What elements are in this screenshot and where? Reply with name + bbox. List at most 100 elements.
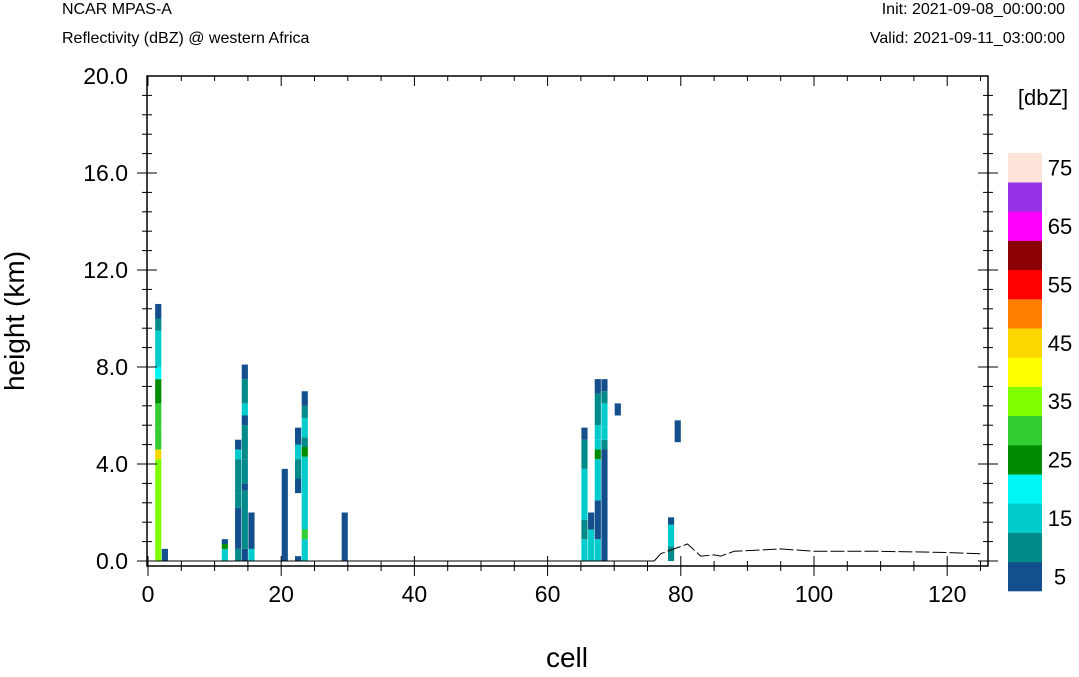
reflectivity-cells — [155, 303, 681, 562]
reflectivity-cell — [295, 459, 302, 479]
colorbar-unit: [dbZ] — [1018, 85, 1068, 110]
y-tick-label: 16.0 — [83, 160, 128, 186]
colorbar-swatch — [1008, 386, 1042, 417]
reflectivity-cell — [235, 548, 242, 562]
reflectivity-cell — [221, 544, 228, 549]
reflectivity-cell — [241, 379, 248, 404]
colorbar-swatch — [1008, 211, 1042, 241]
reflectivity-cell — [594, 379, 601, 394]
reflectivity-cell — [155, 318, 162, 331]
reflectivity-cell — [581, 539, 588, 561]
reflectivity-cell — [667, 524, 675, 547]
reflectivity-cell — [301, 529, 308, 540]
reflectivity-cell — [301, 539, 308, 561]
x-tick-label: 120 — [928, 581, 966, 607]
reflectivity-cell — [301, 447, 308, 457]
y-axis-ticks: 0.0 4.0 8.0 12.0 16.0 20.0 — [83, 63, 998, 574]
x-tick-label: 20 — [268, 581, 294, 607]
y-tick-label: 20.0 — [83, 63, 128, 89]
reflectivity-cell — [155, 427, 162, 450]
colorbar-swatch — [1008, 445, 1042, 475]
reflectivity-cell — [221, 539, 228, 545]
reflectivity-cell — [581, 427, 588, 440]
reflectivity-cell — [667, 517, 675, 525]
reflectivity-cell — [295, 478, 302, 494]
reflectivity-cell — [241, 403, 248, 416]
y-tick-label: 0.0 — [96, 548, 128, 574]
reflectivity-cell — [601, 379, 608, 392]
reflectivity-cell — [594, 539, 601, 561]
reflectivity-cell — [155, 367, 162, 380]
reflectivity-cell — [594, 439, 601, 450]
colorbar-label: 75 — [1048, 156, 1072, 181]
reflectivity-cell — [301, 417, 308, 438]
reflectivity-cell — [594, 459, 601, 501]
x-axis-label: cell — [546, 642, 588, 673]
reflectivity-cell — [155, 459, 162, 530]
colorbar-swatch — [1008, 503, 1042, 533]
colorbar-swatch — [1008, 328, 1042, 358]
reflectivity-cell — [594, 449, 601, 460]
reflectivity-cell — [614, 403, 621, 416]
reflectivity-cell — [241, 425, 248, 460]
terrain-profile — [653, 543, 981, 562]
reflectivity-cell — [301, 391, 308, 406]
x-tick-label: 100 — [795, 581, 833, 607]
colorbar-labels: 5 15 25 35 45 55 65 75 — [1048, 156, 1072, 590]
reflectivity-cell — [241, 490, 248, 549]
reflectivity-cell — [281, 468, 288, 561]
reflectivity-cell — [235, 449, 242, 460]
reflectivity-cell — [601, 439, 608, 450]
colorbar-swatch — [1008, 182, 1042, 212]
reflectivity-cell — [295, 556, 302, 561]
reflectivity-cell — [248, 548, 255, 562]
valid-time: Valid: 2021-09-11_03:00:00 — [869, 30, 1065, 47]
x-tick-label: 0 — [142, 581, 155, 607]
reflectivity-cell — [301, 456, 308, 530]
init-time: Init: 2021-09-08_00:00:00 — [881, 1, 1065, 18]
colorbar-label: 35 — [1048, 389, 1072, 414]
colorbar-label: 15 — [1048, 506, 1072, 531]
reflectivity-cell — [241, 483, 248, 491]
x-tick-label: 80 — [668, 581, 694, 607]
reflectivity-cell — [155, 529, 162, 561]
x-axis-ticks: 0 20 40 60 80 100 120 — [142, 76, 981, 607]
field-subtitle: Reflectivity (dBZ) @ western Africa — [62, 30, 310, 47]
reflectivity-cell — [235, 439, 242, 450]
reflectivity-cell — [588, 529, 595, 561]
reflectivity-cell — [235, 459, 242, 494]
reflectivity-cell — [161, 548, 168, 562]
y-tick-label: 8.0 — [96, 354, 128, 380]
reflectivity-cell — [155, 330, 162, 368]
reflectivity-cell — [221, 548, 228, 562]
reflectivity-cell — [155, 449, 162, 460]
reflectivity-cell — [674, 420, 681, 443]
reflectivity-cell — [601, 449, 608, 561]
y-tick-label: 12.0 — [83, 257, 128, 283]
reflectivity-cell — [601, 403, 608, 428]
model-title: NCAR MPAS-A — [62, 1, 172, 18]
reflectivity-cell — [155, 403, 162, 428]
colorbar-swatch — [1008, 269, 1042, 300]
reflectivity-cell — [581, 439, 588, 469]
reflectivity-cell — [295, 427, 302, 445]
reflectivity-cell — [594, 393, 601, 426]
colorbar-label: 25 — [1048, 448, 1072, 473]
colorbar-swatch — [1008, 153, 1042, 183]
reflectivity-cell — [248, 512, 255, 549]
colorbar-swatch — [1008, 474, 1042, 504]
colorbar — [1008, 153, 1042, 592]
colorbar-swatch — [1008, 415, 1042, 446]
reflectivity-cell — [301, 405, 308, 418]
reflectivity-cell — [601, 391, 608, 404]
reflectivity-cell — [241, 548, 248, 562]
y-axis-label: height (km) — [0, 251, 30, 391]
colorbar-swatch — [1008, 532, 1042, 563]
reflectivity-cell — [235, 507, 242, 549]
reflectivity-cell — [241, 415, 248, 426]
colorbar-label: 55 — [1048, 272, 1072, 297]
reflectivity-cell — [594, 500, 601, 540]
y-tick-label: 4.0 — [96, 451, 128, 477]
reflectivity-cell — [588, 512, 595, 530]
